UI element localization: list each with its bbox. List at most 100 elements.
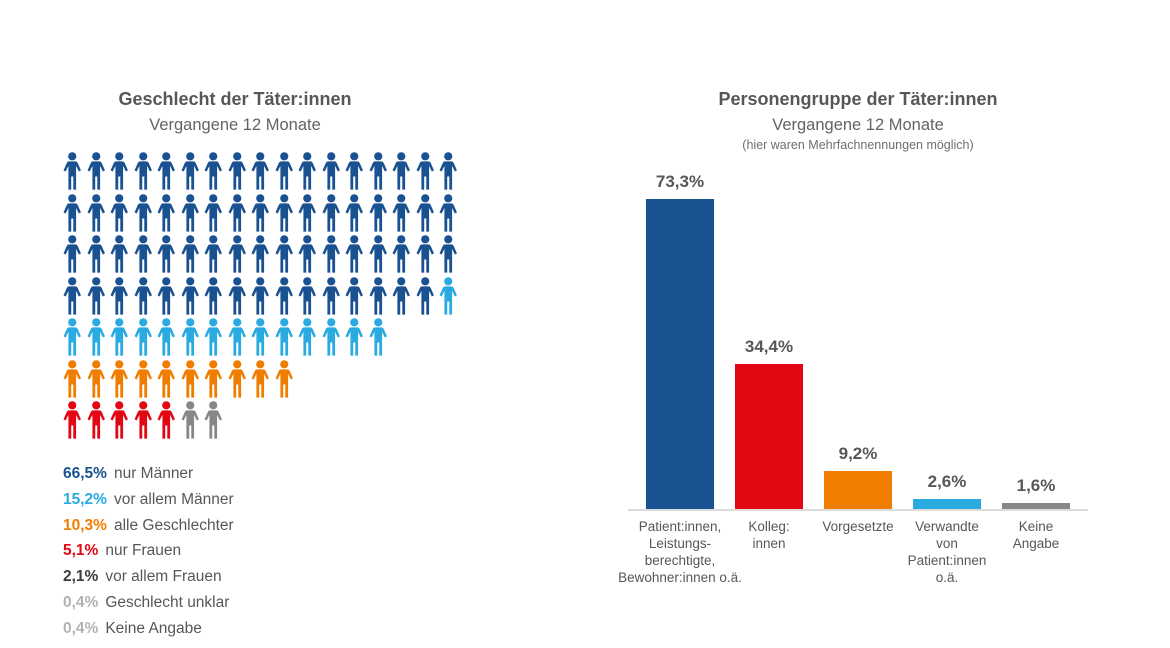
person-icon [322, 193, 340, 232]
person-icon [416, 235, 434, 273]
legend-percentage: 2,1% [63, 568, 99, 586]
gender-chart-subtitle: Vergangene 12 Monate [149, 116, 321, 134]
x-tick-label: Keine Angabe [1012, 519, 1060, 551]
person-icon [228, 276, 246, 315]
legend-label: alle Geschlechter [113, 516, 234, 534]
person-icon [251, 193, 269, 232]
person-icon [134, 193, 152, 232]
person-icon [134, 318, 152, 356]
person-icon [345, 152, 363, 190]
person-icon [87, 401, 105, 439]
person-icon [345, 318, 363, 356]
person-icon [110, 152, 128, 190]
person-icon [439, 235, 457, 273]
person-icon [157, 318, 175, 356]
person-icon [87, 152, 105, 190]
pictogram-row [62, 193, 459, 235]
pictogram-row [62, 151, 459, 193]
person-icon [110, 235, 128, 273]
bar-column: 73,3% [646, 172, 714, 510]
person-icon [134, 152, 152, 190]
legend-label: vor allem Männer [113, 490, 234, 508]
person-icon [181, 152, 199, 190]
legend-item: 66,5% nur Männer [63, 461, 234, 487]
person-icon [298, 318, 316, 356]
person-icon [110, 276, 128, 315]
person-icon [87, 276, 105, 315]
person-icon [204, 359, 222, 398]
legend-item: 0,4% Geschlecht unklar [63, 590, 234, 616]
legend-label: nur Frauen [105, 542, 182, 560]
person-icon [392, 235, 410, 273]
person-icon [157, 359, 175, 398]
person-icon [204, 276, 222, 315]
person-icon [298, 193, 316, 232]
bar-value-label: 2,6% [927, 472, 967, 491]
group-chart-note: (hier waren Mehrfachnennungen möglich) [742, 138, 974, 152]
person-icon [369, 152, 387, 190]
person-icon [275, 235, 293, 273]
legend-item: 2,1% vor allem Frauen [63, 564, 234, 590]
person-icon [181, 359, 199, 398]
bar-value-label: 9,2% [838, 444, 878, 463]
x-tick-label: Vorgesetzte [822, 519, 894, 534]
person-icon [63, 152, 81, 190]
person-icon [251, 318, 269, 356]
person-icon [392, 152, 410, 190]
bar [913, 499, 981, 510]
person-icon [134, 235, 152, 273]
group-chart-subtitle: Vergangene 12 Monate [772, 116, 944, 134]
bar-column: 1,6% [1002, 476, 1070, 510]
pictogram-grid [62, 151, 459, 442]
person-icon [87, 193, 105, 232]
person-icon [439, 152, 457, 190]
person-icon [345, 235, 363, 273]
person-icon [439, 193, 457, 232]
person-icon [63, 359, 81, 398]
person-icon [369, 235, 387, 273]
bar [735, 364, 803, 510]
person-icon [87, 318, 105, 356]
person-icon [63, 193, 81, 232]
bar [646, 199, 714, 510]
legend-percentage: 0,4% [63, 593, 99, 611]
legend-percentage: 5,1% [63, 542, 99, 560]
legend-percentage: 66,5% [63, 465, 107, 482]
person-icon [157, 152, 175, 190]
person-icon [181, 401, 199, 439]
person-icon [298, 235, 316, 273]
legend-label: nur Männer [113, 465, 194, 482]
bar-series: 73,3% 34,4% 9,2% 2,6% 1,6% [628, 172, 1088, 510]
legend-item: 5,1% nur Frauen [63, 538, 234, 564]
person-icon [110, 318, 128, 356]
legend-item: 10,3% alle Geschlechter [63, 513, 234, 539]
gender-chart-header: Geschlecht der Täter:innen Vergangene 12… [40, 88, 430, 135]
person-icon [63, 276, 81, 315]
person-icon [322, 152, 340, 190]
person-icon [181, 318, 199, 356]
person-icon [110, 193, 128, 232]
x-tick-label: Verwandte von Patient:innen o.ä. [907, 519, 987, 585]
person-icon [110, 401, 128, 439]
person-icon [63, 401, 81, 439]
group-chart-header: Personengruppe der Täter:innen Vergangen… [628, 88, 1088, 153]
person-icon [322, 276, 340, 315]
person-icon [345, 276, 363, 315]
person-icon [134, 359, 152, 398]
legend-label: Geschlecht unklar [105, 593, 230, 611]
person-icon [416, 276, 434, 315]
person-icon [204, 193, 222, 232]
person-icon [275, 276, 293, 315]
bar-column: 9,2% [824, 444, 892, 510]
pictogram-row [62, 400, 459, 442]
person-icon [134, 401, 152, 439]
person-icon [204, 318, 222, 356]
person-icon [157, 401, 175, 439]
person-icon [369, 193, 387, 232]
legend-label: vor allem Frauen [105, 568, 222, 586]
person-icon [157, 276, 175, 315]
person-icon [439, 276, 457, 315]
person-icon [275, 193, 293, 232]
pictogram-row [62, 317, 459, 359]
person-icon [275, 318, 293, 356]
